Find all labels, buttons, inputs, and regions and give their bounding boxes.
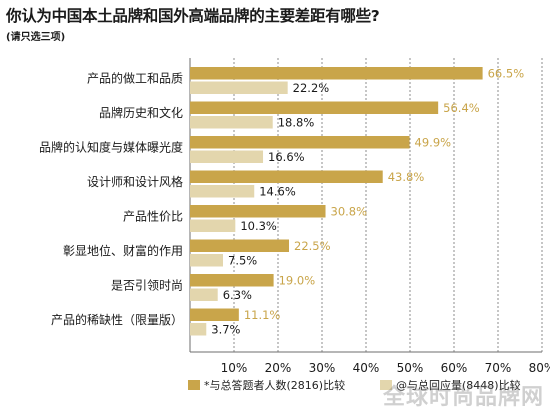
x-tick-label: 20% (265, 361, 292, 375)
legend-label-total-respondents: *与总答题者人数(2816)比较 (204, 378, 345, 392)
value-label-total-responses: 16.6% (268, 150, 305, 164)
value-label-total-respondents: 49.9% (415, 136, 452, 150)
value-label-total-responses: 10.3% (240, 219, 277, 233)
bar-total-responses (190, 323, 207, 336)
bar-total-respondents (190, 308, 239, 321)
category-label: 彰显地位、财富的作用 (63, 243, 183, 258)
value-label-total-respondents: 11.1% (244, 308, 281, 322)
bar-total-respondents (190, 205, 326, 218)
watermark-text: 全球时尚品牌网 (382, 385, 544, 410)
value-label-total-responses: 18.8% (278, 116, 315, 130)
value-label-total-respondents: 56.4% (443, 101, 480, 115)
bar-total-responses (190, 288, 218, 301)
category-label: 是否引领时尚 (111, 279, 183, 293)
value-label-total-responses: 14.6% (259, 185, 296, 199)
x-tick-label: 40% (353, 361, 380, 375)
legend-swatch-total-responses (380, 380, 392, 390)
bar-total-respondents (190, 101, 439, 114)
category-label: 品牌的认知度与媒体曝光度 (39, 140, 183, 155)
bar-total-responses (190, 81, 288, 94)
bar-total-responses (190, 219, 236, 232)
bar-total-respondents (190, 67, 483, 80)
bar-total-respondents (190, 170, 383, 183)
x-tick-label: 80% (529, 361, 550, 375)
x-tick-label: 30% (309, 361, 336, 375)
category-label: 产品的稀缺性（限量版） (51, 312, 183, 327)
value-label-total-respondents: 66.5% (488, 67, 525, 81)
bar-total-responses (190, 185, 255, 198)
value-label-total-respondents: 43.8% (388, 170, 425, 184)
value-label-total-respondents: 19.0% (279, 274, 316, 288)
chart-subtitle: (请只选三项) (6, 32, 66, 43)
value-label-total-responses: 3.7% (211, 323, 240, 337)
x-tick-label: 50% (397, 361, 424, 375)
category-label: 品牌历史和文化 (99, 105, 183, 120)
x-tick-label: 70% (485, 361, 512, 375)
value-label-total-responses: 7.5% (228, 254, 257, 268)
value-label-total-responses: 22.2% (293, 81, 330, 95)
bar-total-respondents (190, 274, 274, 287)
category-label: 产品的做工和品质 (87, 71, 183, 86)
x-tick-label: 10% (221, 361, 248, 375)
bar-total-respondents (190, 239, 289, 252)
bar-total-responses (190, 116, 273, 129)
bar-total-responses (190, 254, 223, 267)
x-tick-label: 60% (441, 361, 468, 375)
bar-total-respondents (190, 136, 410, 149)
category-label: 产品性价比 (123, 210, 183, 224)
category-label: 设计师和设计风格 (87, 174, 183, 189)
chart-title: 你认为中国本土品牌和国外高端品牌的主要差距有哪些? (6, 7, 380, 25)
value-label-total-respondents: 30.8% (331, 205, 368, 219)
value-label-total-respondents: 22.5% (294, 239, 331, 253)
value-label-total-responses: 6.3% (223, 288, 252, 302)
bar-total-responses (190, 150, 264, 163)
legend-swatch-total-respondents (188, 380, 200, 390)
legend-label-total-responses: @与总回应量(8448)比较 (396, 378, 521, 392)
